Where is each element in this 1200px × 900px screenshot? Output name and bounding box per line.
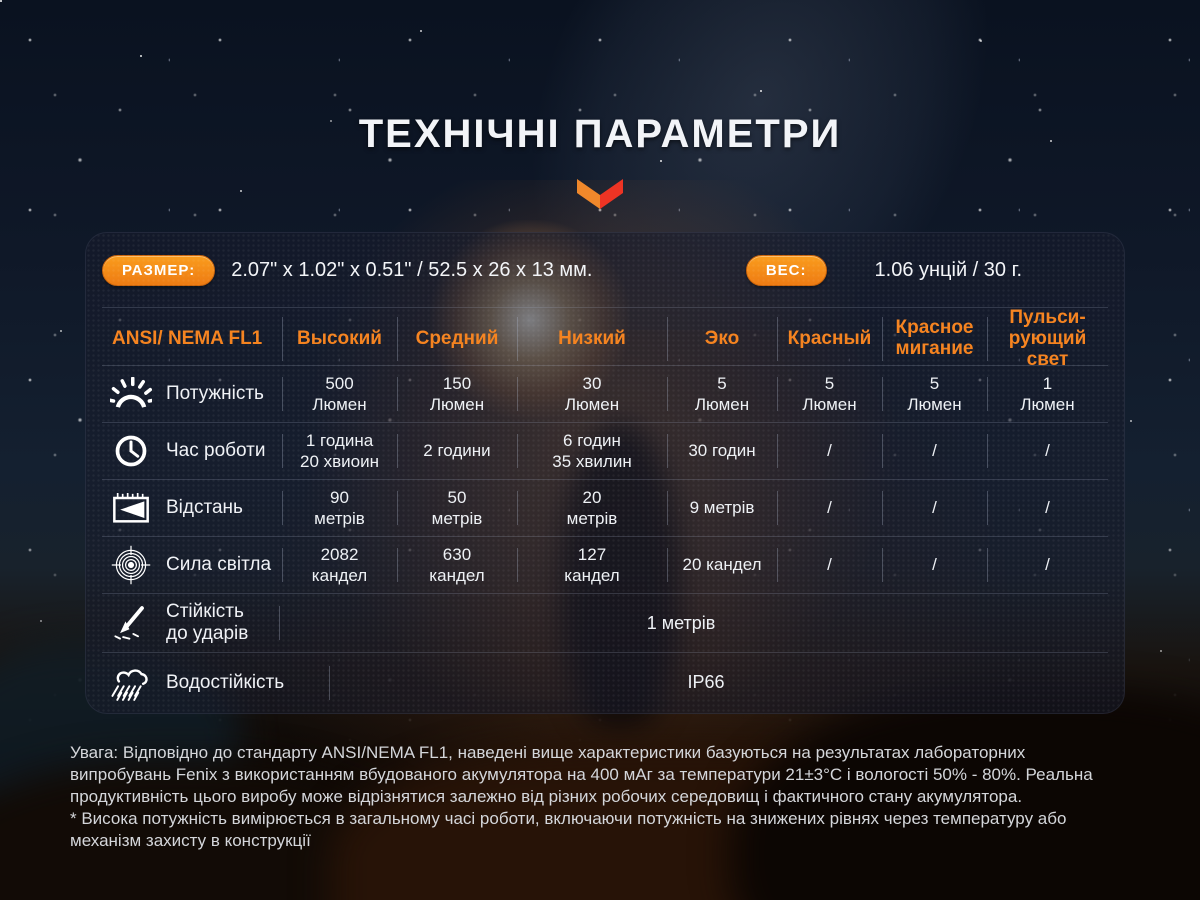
table-row-water: Водостійкість IP66 <box>102 652 1108 712</box>
value-cell-merged: 1 метрів <box>279 594 1083 652</box>
value-cell: 500 Люмен <box>282 366 397 422</box>
table-header-row: ANSI/ NEMA FL1 Высокий Средний Низкий Эк… <box>102 307 1108 370</box>
table-row-intensity: Сила світла 2082 кандел 630 кандел 127 к… <box>102 536 1108 593</box>
value-cell: / <box>777 423 882 479</box>
header-standard: ANSI/ NEMA FL1 <box>112 327 263 349</box>
weight-badge: ВЕС: <box>745 254 827 286</box>
value-cell: 30 годин <box>667 423 777 479</box>
value-cell: / <box>882 537 987 593</box>
footer-line: * Висока потужність вимірюється в загаль… <box>70 809 1067 828</box>
value-cell: 630 кандел <box>397 537 517 593</box>
row-label: Водостійкість <box>166 671 285 693</box>
header-mode-pulse: Пульси- рующий свет <box>987 307 1108 371</box>
footer-note: Увага: Відповідно до стандарту ANSI/NEMA… <box>70 742 1155 852</box>
header-mode-high: Высокий <box>282 308 397 371</box>
clock-icon <box>108 433 154 469</box>
size-badge: РАЗМЕР: <box>102 254 216 286</box>
value-cell: 150 Люмен <box>397 366 517 422</box>
header-mode-red-flash: Красное мигание <box>882 308 987 371</box>
value-cell: / <box>882 480 987 536</box>
distance-icon <box>108 491 154 525</box>
value-cell: 9 метрів <box>667 480 777 536</box>
spec-panel: РАЗМЕР: 2.07" x 1.02" x 0.51" / 52.5 x 2… <box>85 232 1125 714</box>
brand-chevron-icon <box>577 179 623 216</box>
footer-line: продуктивність цього виробу може відрізн… <box>70 787 1023 806</box>
table-row-brightness: Потужність 500 Люмен 150 Люмен 30 Люмен … <box>102 365 1108 422</box>
value-cell: 50 метрів <box>397 480 517 536</box>
value-cell: 5 Люмен <box>882 366 987 422</box>
bright-stars <box>0 0 2 2</box>
value-cell: / <box>777 480 882 536</box>
value-cell: / <box>987 537 1108 593</box>
table-row-distance: Відстань 90 метрів 50 метрів 20 метрів 9… <box>102 479 1108 536</box>
row-label: Відстань <box>166 497 243 519</box>
page-title: ТЕХНІЧНІ ПАРАМЕТРИ <box>358 112 842 156</box>
brightness-icon <box>108 377 154 411</box>
footer-line: механізм захисту в конструкції <box>70 831 311 850</box>
weight-value: 1.06 унцій / 30 г. <box>874 258 1022 281</box>
value-cell: 20 метрів <box>517 480 667 536</box>
row-label: Стійкість до ударів <box>166 601 249 644</box>
value-cell: / <box>777 537 882 593</box>
value-cell: 1 година 20 хвиоин <box>282 423 397 479</box>
water-icon <box>108 663 154 703</box>
row-label: Сила світла <box>166 554 272 576</box>
value-cell: 1 Люмен <box>987 366 1108 422</box>
value-cell: 20 кандел <box>667 537 777 593</box>
intensity-icon <box>108 545 154 585</box>
table-row-runtime: Час роботи 1 година 20 хвиоин 2 години 6… <box>102 422 1108 479</box>
header-mode-eco: Эко <box>667 308 777 371</box>
value-cell: 2082 кандел <box>282 537 397 593</box>
value-cell: 5 Люмен <box>667 366 777 422</box>
value-cell: / <box>987 480 1108 536</box>
impact-icon <box>108 605 154 641</box>
value-cell: 2 години <box>397 423 517 479</box>
row-label: Потужність <box>166 383 264 405</box>
value-cell: 5 Люмен <box>777 366 882 422</box>
value-cell: 90 метрів <box>282 480 397 536</box>
value-cell: / <box>882 423 987 479</box>
value-cell: / <box>987 423 1108 479</box>
dimensions-row: РАЗМЕР: 2.07" x 1.02" x 0.51" / 52.5 x 2… <box>102 233 1108 307</box>
table-row-impact: Стійкість до ударів 1 метрів <box>102 593 1108 652</box>
row-label: Час роботи <box>166 440 266 462</box>
header-mode-medium: Средний <box>397 308 517 371</box>
value-cell: 127 кандел <box>517 537 667 593</box>
footer-line: випробувань Fenix з використанням вбудов… <box>70 765 1093 784</box>
footer-line: Увага: Відповідно до стандарту ANSI/NEMA… <box>70 743 1026 762</box>
value-cell: 30 Люмен <box>517 366 667 422</box>
value-cell-merged: IP66 <box>329 653 1083 712</box>
size-value: 2.07" x 1.02" x 0.51" / 52.5 x 26 x 13 м… <box>231 258 593 281</box>
header-mode-red: Красный <box>777 308 882 371</box>
header-mode-low: Низкий <box>517 308 667 371</box>
value-cell: 6 годин 35 хвилин <box>517 423 667 479</box>
